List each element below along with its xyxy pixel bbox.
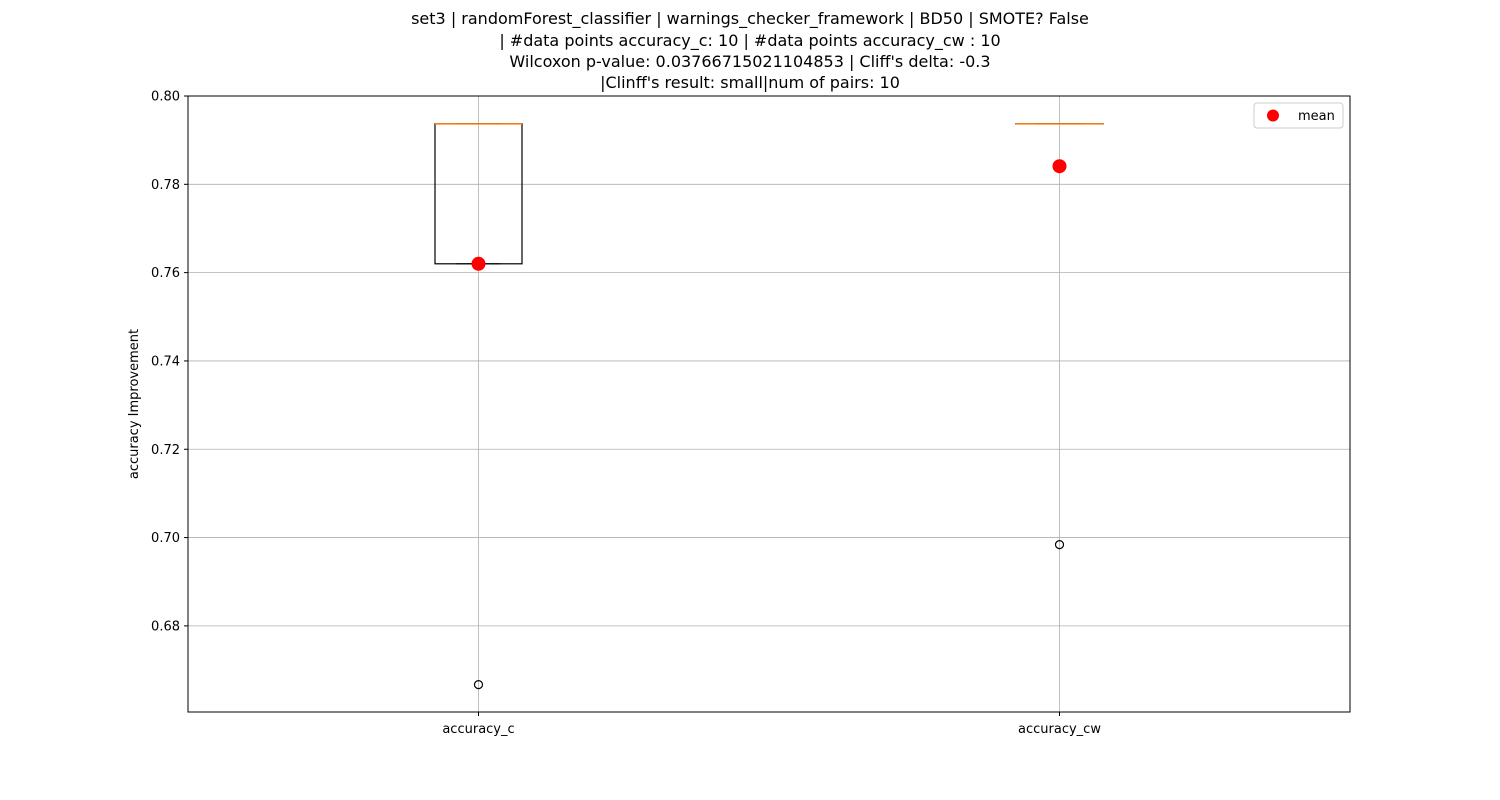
mean-marker: [471, 256, 486, 271]
mean-marker: [1052, 159, 1067, 174]
legend-entry-mean: mean: [1298, 109, 1335, 124]
y-tick-label: 0.76: [151, 266, 180, 281]
y-tick-label: 0.78: [151, 178, 180, 193]
chart-title-line-1: set3 | randomForest_classifier | warning…: [411, 9, 1089, 28]
box-layer: [434, 123, 1104, 690]
y-tick-label: 0.68: [151, 619, 180, 634]
y-tick-label: 0.74: [151, 354, 180, 369]
chart-title-line-4: |Clinff's result: small|num of pairs: 10: [600, 73, 900, 92]
outlier-point: [473, 680, 484, 690]
chart-title-line-3: Wilcoxon p-value: 0.03766715021104853 | …: [509, 52, 991, 71]
legend-mean-marker: [1267, 109, 1279, 122]
y-tick-label: 0.70: [151, 531, 180, 546]
tick-layer: 0.68 0.70 0.72 0.74 0.76 0.78 0.80 accuracy_c ac…: [151, 90, 1101, 738]
y-axis-label: accuracy Improvement: [127, 329, 142, 479]
chart-title-line-2: | #data points accuracy_c: 10 | #data po…: [499, 31, 1001, 50]
grid-layer: [188, 95, 1350, 712]
y-tick-label: 0.80: [151, 90, 180, 105]
y-tick-label: 0.72: [151, 443, 180, 458]
legend: mean: [1253, 102, 1344, 129]
legend-frame: [1253, 102, 1344, 129]
x-tick-label: accuracy_cw: [1018, 722, 1101, 737]
x-tick-label: accuracy_c: [442, 722, 514, 737]
plot-area-frame: [187, 95, 1351, 713]
outlier-point: [1054, 540, 1065, 550]
